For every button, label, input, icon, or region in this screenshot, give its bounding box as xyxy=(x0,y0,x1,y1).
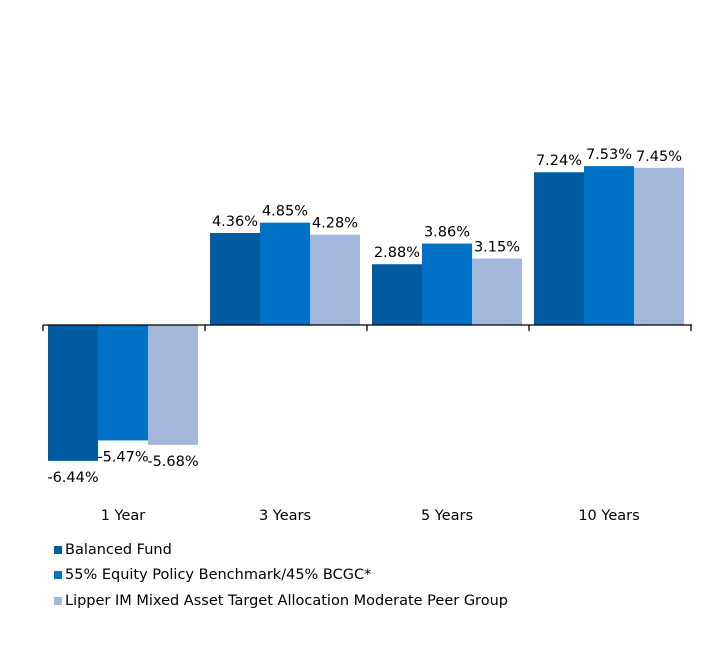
data-label-1-year-series-1: -6.44% xyxy=(47,470,98,486)
data-label-10-years-series-2: 7.53% xyxy=(586,147,632,163)
legend-item-benchmark: 55% Equity Policy Benchmark/45% BCGC* xyxy=(54,563,508,589)
data-label-3-years-series-1: 4.36% xyxy=(212,214,258,230)
legend-item-peer-group: Lipper IM Mixed Asset Target Allocation … xyxy=(54,588,508,614)
data-label-3-years-series-2: 4.85% xyxy=(262,204,308,220)
category-label-5-years: 5 Years xyxy=(421,508,473,524)
data-label-1-year-series-3: -5.68% xyxy=(147,454,198,470)
legend-label-peer-group: Lipper IM Mixed Asset Target Allocation … xyxy=(65,592,508,609)
data-label-5-years-series-1: 2.88% xyxy=(374,245,420,261)
data-label-3-years-series-3: 4.28% xyxy=(312,216,358,232)
data-label-1-year-series-2: -5.47% xyxy=(97,449,148,465)
legend-swatch-balanced-fund xyxy=(54,545,62,554)
bar-1-year-series-3 xyxy=(148,325,198,445)
bar-1-year-series-1 xyxy=(48,325,98,461)
category-label-3-years: 3 Years xyxy=(259,508,311,524)
bar-10-years-series-2 xyxy=(584,166,634,325)
bar-10-years-series-1 xyxy=(534,172,584,325)
data-label-10-years-series-1: 7.24% xyxy=(536,153,582,169)
bar-5-years-series-1 xyxy=(372,264,422,325)
data-label-5-years-series-3: 3.15% xyxy=(474,240,520,256)
legend-label-benchmark: 55% Equity Policy Benchmark/45% BCGC* xyxy=(65,567,372,584)
bar-3-years-series-3 xyxy=(310,234,360,325)
legend-label-balanced-fund: Balanced Fund xyxy=(65,541,172,558)
category-label-10-years: 10 Years xyxy=(578,508,639,524)
bar-3-years-series-2 xyxy=(260,222,310,325)
bar-5-years-series-3 xyxy=(472,258,522,325)
legend-swatch-peer-group xyxy=(54,596,62,605)
bar-3-years-series-1 xyxy=(210,233,260,325)
data-label-5-years-series-2: 3.86% xyxy=(424,225,470,241)
category-label-1-year: 1 Year xyxy=(101,508,146,524)
legend-item-balanced-fund: Balanced Fund xyxy=(54,537,508,563)
legend-swatch-benchmark xyxy=(54,571,62,580)
chart-legend: Balanced Fund 55% Equity Policy Benchmar… xyxy=(54,537,508,614)
bar-5-years-series-2 xyxy=(422,243,472,325)
bar-1-year-series-2 xyxy=(98,325,148,441)
bar-10-years-series-3 xyxy=(634,167,684,325)
data-label-10-years-series-3: 7.45% xyxy=(636,149,682,165)
